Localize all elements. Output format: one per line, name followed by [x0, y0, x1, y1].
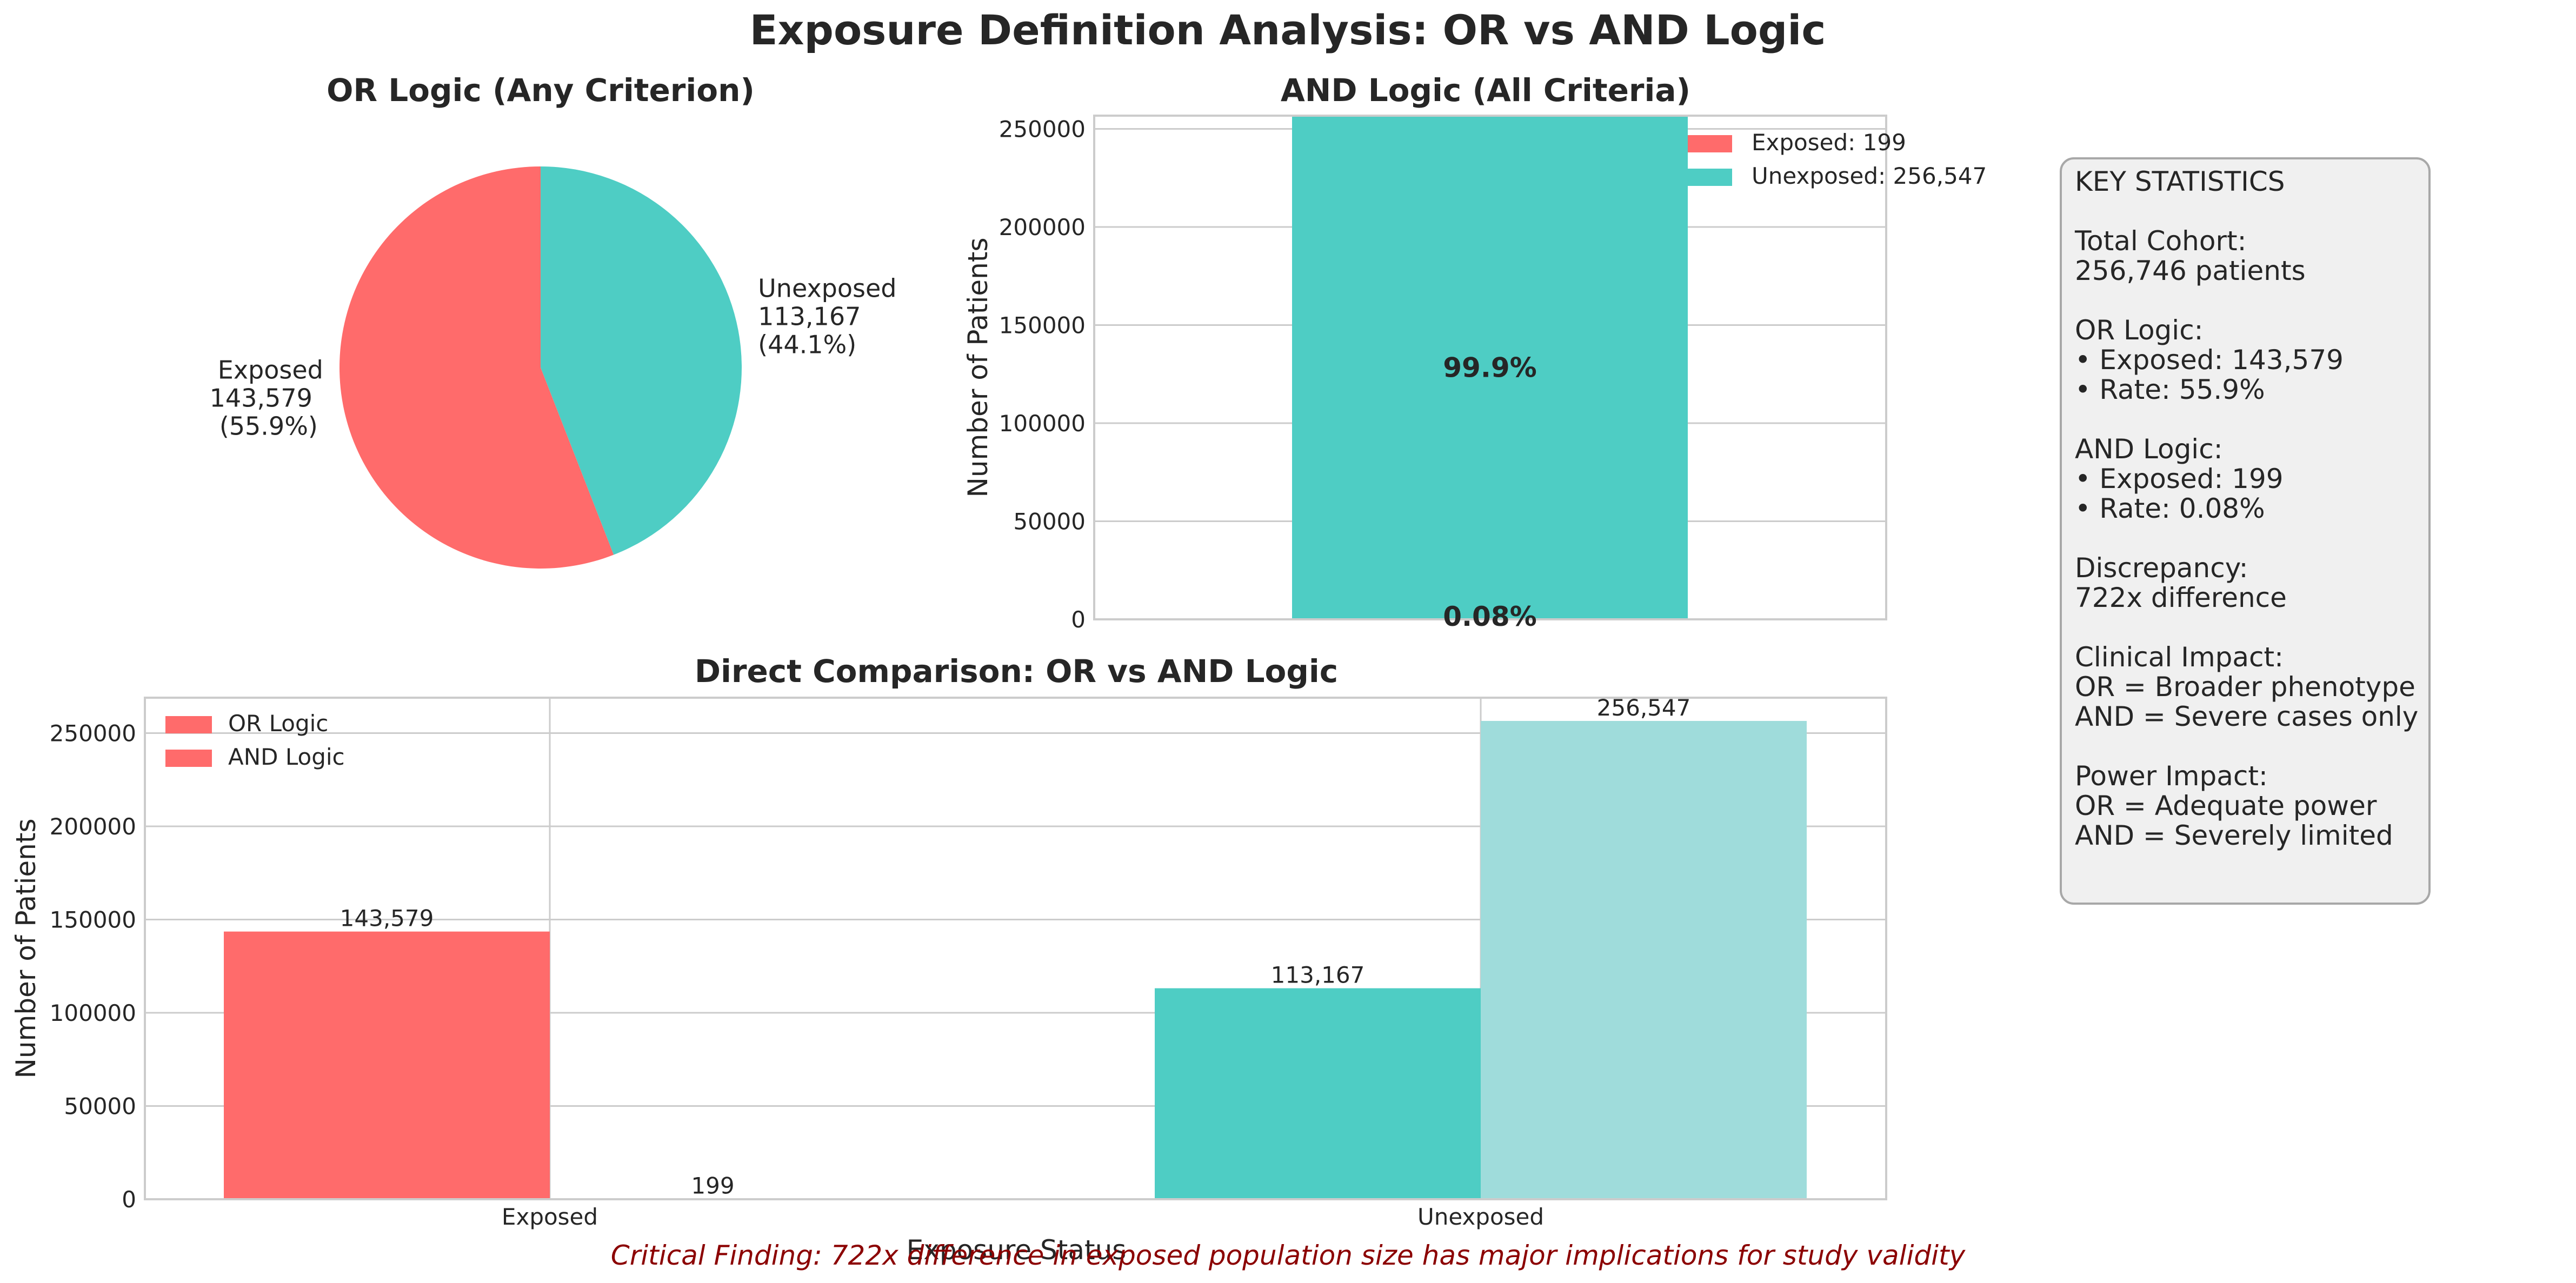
stats-line	[2075, 732, 2415, 761]
stats-line	[2075, 613, 2415, 643]
comparison-legend-label: AND Logic	[228, 744, 345, 770]
pie-label-unexposed: Unexposed 113,167 (44.1%)	[758, 273, 896, 359]
and-chart-ylabel: Number of Patients	[962, 238, 994, 498]
stats-line: OR = Broader phenotype	[2075, 671, 2415, 703]
comparison-ytick-label: 200000	[50, 813, 136, 840]
comparison-ylabel: Number of Patients	[10, 819, 42, 1079]
pie-title: OR Logic (Any Criterion)	[327, 72, 755, 109]
and-legend-swatch	[1688, 135, 1732, 152]
comparison-value-label: 199	[691, 1172, 734, 1199]
stats-line	[2075, 524, 2415, 553]
and-pct-label: 0.08%	[1443, 601, 1536, 632]
stats-line: • Exposed: 199	[2075, 463, 2284, 495]
comparison-legend-swatch	[165, 750, 212, 767]
stats-line: KEY STATISTICS	[2075, 166, 2285, 197]
stats-line: AND = Severely limited	[2075, 820, 2393, 851]
stats-line: Discrepancy:	[2075, 552, 2248, 584]
stats-line: AND Logic:	[2075, 433, 2223, 465]
comparison-chart: Direct Comparison: OR vs AND Logic 0 5000…	[10, 653, 1887, 1266]
stats-line: • Rate: 0.08%	[2075, 493, 2265, 524]
and-ytick-label: 200000	[999, 214, 1086, 240]
and-ytick-label: 250000	[999, 116, 1086, 142]
and-ytick-label: 150000	[999, 312, 1086, 338]
critical-finding-note: Critical Finding: 722x difference in exp…	[610, 1240, 1966, 1271]
stats-line: 256,746 patients	[2075, 255, 2306, 286]
and-ytick-label: 100000	[999, 410, 1086, 437]
and-legend-label: Exposed: 199	[1752, 129, 1906, 156]
stats-line: 722x difference	[2075, 582, 2287, 613]
stats-line: • Exposed: 143,579	[2075, 344, 2344, 376]
comparison-xtick-label: Exposed	[502, 1204, 598, 1230]
stats-line	[2075, 197, 2415, 226]
comparison-ytick-label: 250000	[50, 720, 136, 747]
and-bar-segment	[1292, 116, 1688, 619]
comparison-ytick-label: 100000	[50, 1000, 136, 1026]
comparison-value-label: 143,579	[340, 905, 434, 932]
comparison-xlabel: Exposure Status	[907, 1234, 1127, 1266]
stats-line: OR Logic:	[2075, 315, 2204, 346]
figure-title: Exposure Definition Analysis: OR vs AND …	[750, 6, 1826, 54]
stats-line: Clinical Impact:	[2075, 642, 2284, 673]
and-ytick-label: 50000	[1013, 508, 1086, 534]
comparison-value-label: 256,547	[1597, 694, 1691, 721]
comparison-legend-label: OR Logic	[228, 710, 328, 737]
and-ytick-label: 0	[1071, 606, 1086, 633]
comparison-xtick-label: Unexposed	[1417, 1204, 1544, 1230]
comparison-ytick-label: 0	[122, 1186, 136, 1213]
stats-line: Power Impact:	[2075, 760, 2268, 792]
pie-slice-exposed	[340, 166, 614, 569]
comparison-bar	[1481, 720, 1807, 1199]
comparison-frame	[144, 697, 1887, 1200]
comparison-bar	[224, 931, 550, 1199]
comparison-ytick-label: 150000	[50, 907, 136, 933]
stats-line	[2075, 286, 2415, 316]
comparison-legend-swatch	[165, 716, 212, 733]
and-chart-frame	[1093, 115, 1887, 620]
and-pct-label: 99.9%	[1443, 352, 1536, 384]
pie-chart: OR Logic (Any Criterion) Exposed 143,579(…	[210, 72, 896, 569]
and-chart-title: AND Logic (All Criteria)	[1281, 72, 1690, 109]
stats-line	[2075, 405, 2415, 435]
comparison-bar	[1155, 988, 1481, 1199]
pie-slice-unexposed	[541, 166, 742, 555]
comparison-title: Direct Comparison: OR vs AND Logic	[695, 653, 1338, 690]
key-statistics-box: KEY STATISTICS Total Cohort: 256,746 patie…	[2060, 157, 2431, 905]
stats-line: OR = Adequate power	[2075, 790, 2377, 821]
comparison-ytick-label: 50000	[64, 1093, 136, 1120]
and-logic-chart: AND Logic (All Criteria) 0 50000 100000 150…	[962, 72, 1987, 633]
and-legend-label: Unexposed: 256,547	[1752, 163, 1987, 189]
stats-line: Total Cohort:	[2075, 225, 2247, 257]
comparison-value-label: 113,167	[1271, 962, 1365, 988]
stats-line: • Rate: 55.9%	[2075, 374, 2265, 405]
stats-line: AND = Severe cases only	[2075, 701, 2419, 732]
pie-label-exposed: Exposed 143,579 (55.9%)	[210, 356, 323, 441]
and-legend-swatch	[1688, 169, 1732, 186]
